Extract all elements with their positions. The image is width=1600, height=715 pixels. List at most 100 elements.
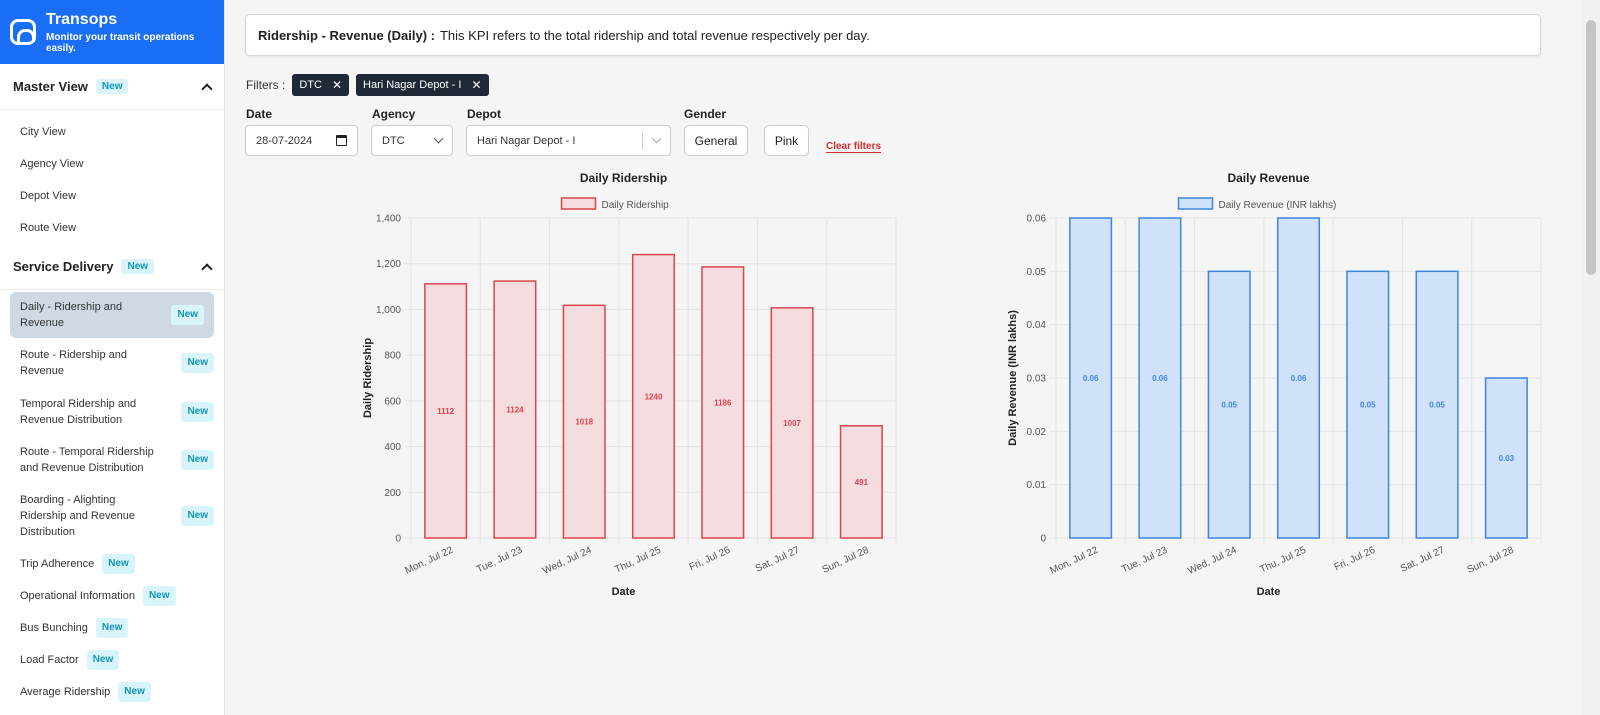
new-badge: New [181,506,214,526]
filter-chip-agency[interactable]: DTC ✕ [292,74,350,96]
active-filters: Filters : DTC ✕ Hari Nagar Depot - I ✕ [246,74,489,96]
bar [493,280,537,539]
page-scrollbar[interactable] [1582,0,1600,715]
sidebar-item-city-view[interactable]: City View [20,126,66,138]
bar-value-label: 1124 [506,406,524,415]
transit-logo-icon [10,19,36,45]
bar-value-label: 491 [855,478,869,487]
filter-chip-depot[interactable]: Hari Nagar Depot - I ✕ [356,74,489,96]
y-tick-label: 0.06 [1027,214,1047,225]
bar-value-label: 0.05 [1221,401,1237,410]
close-icon[interactable]: ✕ [331,78,343,92]
bar-value-label: 1007 [783,419,801,428]
x-tick-label: Sun, Jul 28 [821,545,871,576]
gender-pink-button[interactable]: Pink [764,125,809,156]
kpi-title: Ridership - Revenue (Daily) : [258,27,435,43]
x-tick-label: Wed, Jul 24 [541,545,594,577]
bar [1207,270,1251,539]
legend-label: Daily Revenue (INR lakhs) [1219,200,1337,211]
section-title: Master View [13,79,88,94]
y-tick-label: 0.05 [1027,267,1047,278]
date-input[interactable]: 28-07-2024 [245,125,358,156]
x-tick-label: Thu, Jul 25 [1258,545,1308,576]
x-tick-label: Mon, Jul 22 [1048,545,1100,577]
depot-select[interactable]: Hari Nagar Depot - I [466,125,671,156]
gender-label: Gender [684,107,727,121]
y-tick-label: 0.01 [1027,480,1047,491]
main-content: Ridership - Revenue (Daily) : This KPI r… [226,0,1581,715]
chevron-up-icon[interactable] [201,82,213,95]
bar-value-label: 1240 [645,392,663,401]
bar [1069,217,1113,539]
new-badge: New [95,79,129,94]
section-title: Service Delivery [13,259,114,274]
bar-value-label: 1018 [575,418,593,427]
sidebar-item-load-factor[interactable]: Load Factor New [0,644,224,676]
sidebar-item-route-ridership-revenue[interactable]: Route - Ridership and Revenue New [0,338,224,388]
agency-select[interactable]: DTC [371,125,453,156]
bar [839,425,883,539]
sidebar-item-operational-information[interactable]: Operational Information New [0,580,224,612]
kpi-description: This KPI refers to the total ridership a… [439,27,870,43]
bar-value-label: 0.05 [1429,401,1445,410]
chevron-down-icon [651,133,662,144]
scrollbar-thumb[interactable] [1586,20,1596,275]
select-divider [642,131,643,150]
brand-header[interactable]: Transops Monitor your transit operations… [0,0,224,64]
gender-general-button[interactable]: General [684,125,748,156]
x-tick-label: Sat, Jul 27 [1399,545,1447,575]
agency-label: Agency [372,107,416,121]
clear-filters-link[interactable]: Clear filters [826,141,882,153]
bar [1138,217,1182,539]
new-badge: New [181,353,214,373]
x-tick-label: Fri, Jul 26 [688,545,733,574]
calendar-icon[interactable] [336,135,347,146]
y-axis-title: Daily Revenue (INR lakhs) [1007,310,1019,446]
sidebar-item-route-view[interactable]: Route View [20,222,77,234]
bar-value-label: 0.05 [1360,401,1376,410]
sidebar-item-boarding-alighting[interactable]: Boarding - Alighting Ridership and Revenu… [0,484,224,548]
x-tick-label: Sun, Jul 28 [1466,545,1516,576]
bar [424,283,468,539]
y-tick-label: 0.02 [1027,427,1047,438]
y-tick-label: 200 [384,488,401,499]
new-badge: New [142,586,176,606]
close-icon[interactable]: ✕ [471,78,482,92]
sidebar-item-average-ridership[interactable]: Average Ridership New [0,676,224,708]
sidebar-item-trip-adherence[interactable]: Trip Adherence New [0,548,224,580]
bar [1346,270,1390,539]
new-badge: New [181,402,214,422]
y-tick-label: 0.04 [1027,320,1047,331]
bar [701,266,745,539]
chevron-up-icon[interactable] [201,262,213,275]
x-tick-label: Thu, Jul 25 [613,545,663,576]
bar [770,307,814,539]
bar-value-label: 1186 [714,398,732,407]
sidebar-item-daily-ridership-revenue[interactable]: Daily - Ridership and Revenue New [10,292,214,338]
x-tick-label: Wed, Jul 24 [1186,545,1239,577]
bar-value-label: 0.06 [1291,374,1307,383]
bar [562,304,606,539]
filters-label: Filters : [246,78,286,92]
sidebar-item-temporal-ridership[interactable]: Temporal Ridership and Revenue Distributi… [0,388,224,436]
section-master-view[interactable]: Master View New [0,64,224,110]
sidebar-item-agency-view[interactable]: Agency View [20,158,84,170]
chart-title: Daily Revenue [1227,171,1309,185]
sidebar-item-bus-bunching[interactable]: Bus Bunching New [0,612,224,644]
brand-tagline: Monitor your transit operations easily. [46,31,195,54]
sidebar-item-depot-view[interactable]: Depot View [20,190,77,202]
x-axis-title: Date [1257,586,1281,598]
brand-name: Transops [46,10,118,28]
legend-label: Daily Ridership [602,200,670,211]
y-tick-label: 0 [1040,534,1046,545]
sidebar-item-route-temporal-ridership[interactable]: Route - Temporal Ridership and Revenue Di… [0,436,224,484]
y-tick-label: 1,000 [376,305,401,316]
y-tick-label: 1,200 [376,259,401,270]
section-service-delivery[interactable]: Service Delivery New [0,244,224,290]
sidebar: Transops Monitor your transit operations… [0,0,225,715]
x-tick-label: Tue, Jul 23 [1120,545,1170,576]
x-tick-label: Sat, Jul 27 [754,545,802,575]
y-tick-label: 1,400 [376,214,401,225]
new-badge: New [95,618,129,638]
depot-label: Depot [467,107,501,121]
